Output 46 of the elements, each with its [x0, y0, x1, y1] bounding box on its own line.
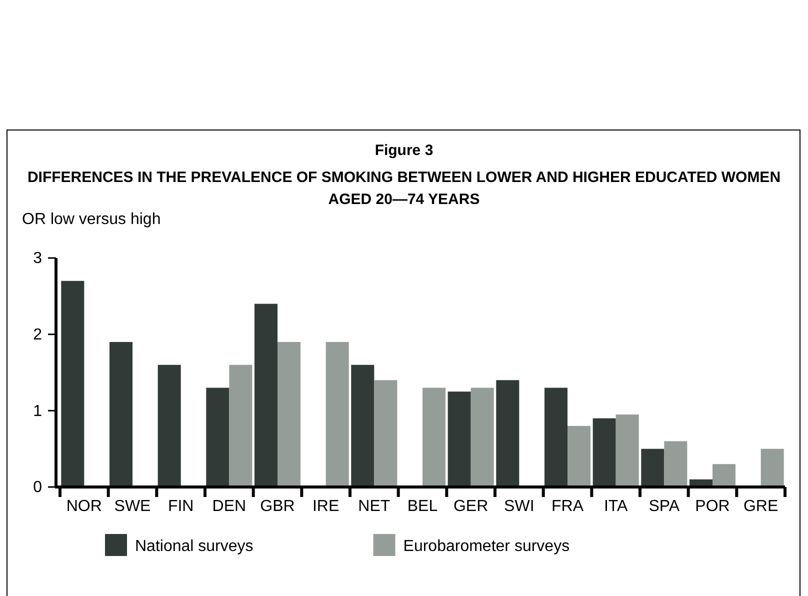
y-tick-label: 0 — [33, 479, 42, 496]
bar — [278, 342, 301, 487]
x-tick-label: GER — [453, 498, 488, 515]
x-tick-label: FIN — [168, 498, 194, 515]
x-tick-label: NET — [358, 498, 390, 515]
legend-label: National surveys — [135, 538, 254, 555]
chart-title: Figure 3 — [374, 142, 434, 159]
bar — [592, 418, 616, 487]
bar — [229, 364, 252, 487]
bar — [374, 380, 398, 487]
x-tick-label: POR — [695, 498, 730, 515]
x-tick-label: NOR — [66, 498, 102, 515]
x-tick-label: ITA — [604, 498, 628, 515]
chart-subtitle: DIFFERENCES IN THE PREVALENCE OF SMOKING BETWEEN LOWER AND HIGHER EDUCATED WOMEN AGED 20—74 YEARS — [27, 169, 781, 208]
x-tick-label: IRE — [312, 498, 340, 515]
bar — [760, 448, 784, 487]
bar — [664, 441, 688, 487]
bar — [448, 392, 471, 487]
x-tick-label: SWI — [504, 498, 534, 515]
bar — [422, 388, 446, 487]
bar — [254, 304, 278, 487]
bar — [61, 280, 84, 487]
x-tick-label: SPA — [648, 498, 680, 515]
x-tick-label: GRE — [743, 498, 778, 515]
bar — [351, 364, 374, 487]
bar — [712, 464, 736, 487]
x-tick-label: GBR — [260, 498, 295, 515]
bar — [326, 342, 349, 487]
y-tick-label: 1 — [33, 402, 42, 420]
x-tick-label: BEL — [407, 498, 438, 515]
y-tick-label: 2 — [33, 326, 42, 344]
x-tick-label: DEN — [212, 498, 246, 515]
bar — [158, 364, 181, 487]
bar — [109, 342, 132, 487]
x-tick-label: FRA — [552, 498, 584, 515]
bar — [641, 448, 664, 487]
x-tick-label: SWE — [114, 498, 151, 515]
legend-label: Eurobarometer surveys — [403, 538, 570, 555]
bar — [206, 388, 230, 487]
bar — [544, 388, 568, 487]
y-tick-label: 3 — [33, 250, 42, 268]
bar — [616, 414, 639, 487]
bar — [568, 426, 591, 487]
bar — [496, 380, 520, 487]
bar — [470, 388, 494, 487]
y-axis-title: OR low versus high — [22, 211, 161, 228]
